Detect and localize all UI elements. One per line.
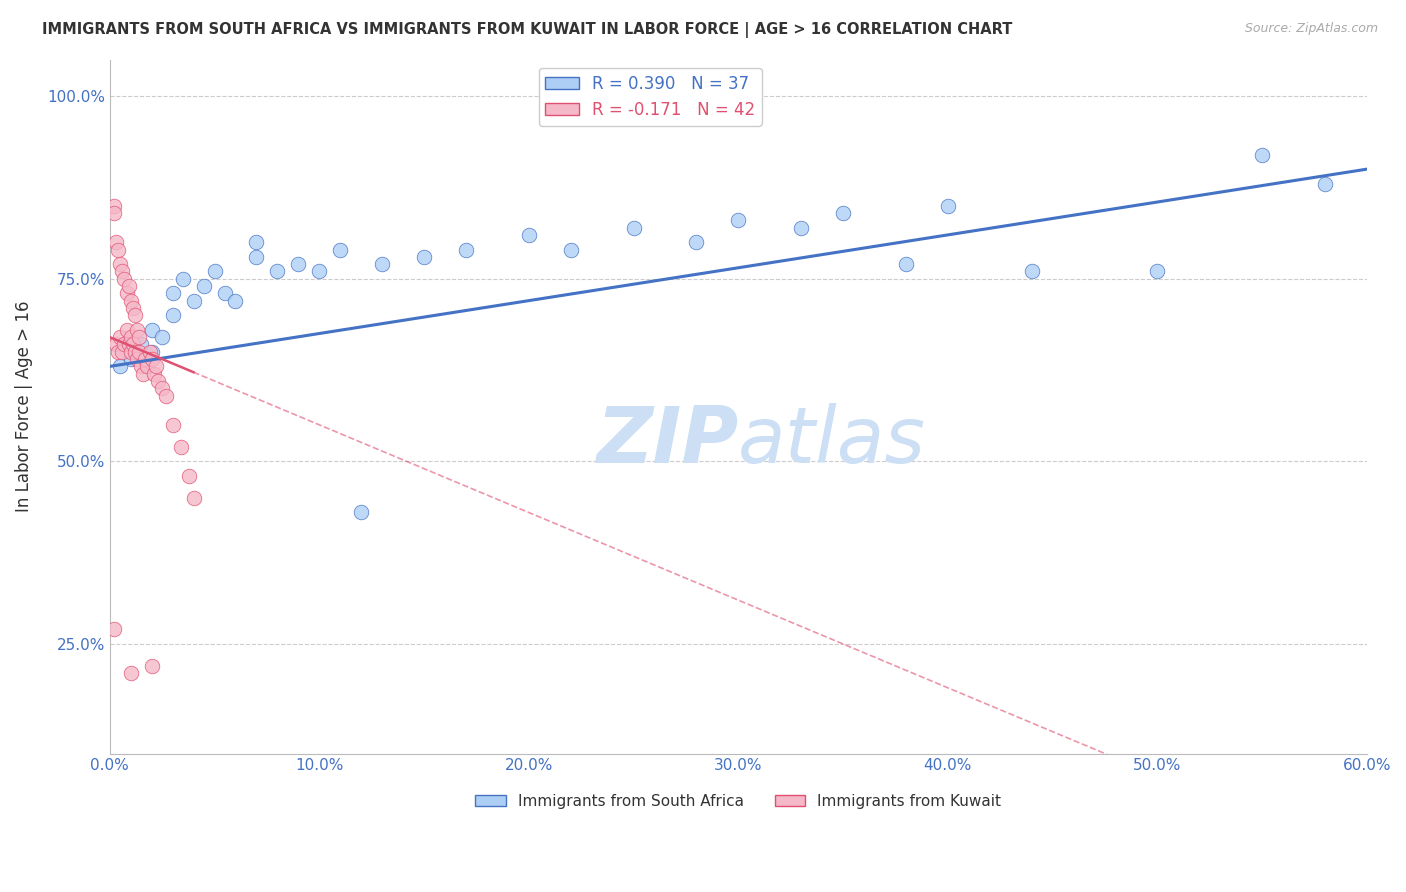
Point: [111, 264, 134, 278]
Point: [727, 213, 749, 227]
Point: [136, 359, 159, 374]
Point: [107, 243, 129, 257]
Point: [413, 250, 436, 264]
Point: [125, 323, 148, 337]
Point: [150, 330, 173, 344]
Point: [112, 271, 135, 285]
Point: [115, 286, 138, 301]
Point: [120, 293, 142, 308]
Point: [287, 257, 309, 271]
Point: [112, 337, 135, 351]
Point: [146, 374, 169, 388]
Legend: Immigrants from South Africa, Immigrants from Kuwait: Immigrants from South Africa, Immigrants…: [470, 788, 1008, 815]
Point: [245, 250, 267, 264]
Point: [110, 330, 132, 344]
Point: [1021, 264, 1043, 278]
Point: [120, 352, 142, 367]
Point: [141, 323, 163, 337]
Point: [110, 359, 132, 374]
Point: [936, 199, 959, 213]
Point: [204, 264, 226, 278]
Point: [105, 337, 128, 351]
Point: [832, 206, 855, 220]
Point: [121, 301, 143, 315]
Point: [117, 337, 139, 351]
Point: [134, 352, 156, 367]
Point: [155, 388, 177, 402]
Point: [183, 293, 205, 308]
Point: [107, 344, 129, 359]
Point: [141, 658, 163, 673]
Point: [162, 417, 184, 432]
Y-axis label: In Labor Force | Age > 16: In Labor Force | Age > 16: [15, 301, 32, 512]
Point: [162, 286, 184, 301]
Point: [120, 330, 142, 344]
Point: [1251, 147, 1274, 161]
Point: [517, 227, 540, 242]
Point: [179, 469, 201, 483]
Text: ZIP: ZIP: [596, 403, 738, 479]
Point: [308, 264, 330, 278]
Point: [142, 367, 165, 381]
Point: [117, 279, 139, 293]
Point: [172, 271, 194, 285]
Point: [103, 206, 125, 220]
Point: [162, 308, 184, 322]
Point: [121, 337, 143, 351]
Text: IMMIGRANTS FROM SOUTH AFRICA VS IMMIGRANTS FROM KUWAIT IN LABOR FORCE | AGE > 16: IMMIGRANTS FROM SOUTH AFRICA VS IMMIGRAN…: [42, 22, 1012, 38]
Point: [125, 352, 148, 367]
Point: [120, 666, 142, 681]
Point: [129, 337, 152, 351]
Point: [124, 344, 146, 359]
Point: [170, 440, 193, 454]
Point: [138, 344, 160, 359]
Point: [124, 308, 146, 322]
Point: [193, 279, 215, 293]
Point: [132, 367, 155, 381]
Point: [105, 235, 128, 250]
Point: [685, 235, 707, 250]
Point: [103, 623, 125, 637]
Point: [560, 243, 582, 257]
Text: atlas: atlas: [738, 403, 927, 479]
Point: [145, 359, 167, 374]
Point: [115, 323, 138, 337]
Point: [245, 235, 267, 250]
Point: [214, 286, 236, 301]
Point: [150, 381, 173, 395]
Point: [1146, 264, 1168, 278]
Point: [224, 293, 246, 308]
Point: [894, 257, 917, 271]
Point: [128, 330, 150, 344]
Point: [110, 257, 132, 271]
Point: [1313, 177, 1336, 191]
Point: [120, 344, 142, 359]
Point: [103, 199, 125, 213]
Point: [183, 491, 205, 505]
Point: [350, 506, 373, 520]
Point: [129, 359, 152, 374]
Text: Source: ZipAtlas.com: Source: ZipAtlas.com: [1244, 22, 1378, 36]
Point: [141, 344, 163, 359]
Point: [266, 264, 288, 278]
Point: [371, 257, 394, 271]
Point: [790, 220, 813, 235]
Point: [329, 243, 352, 257]
Point: [128, 344, 150, 359]
Point: [141, 352, 163, 367]
Point: [111, 344, 134, 359]
Point: [623, 220, 645, 235]
Point: [454, 243, 477, 257]
